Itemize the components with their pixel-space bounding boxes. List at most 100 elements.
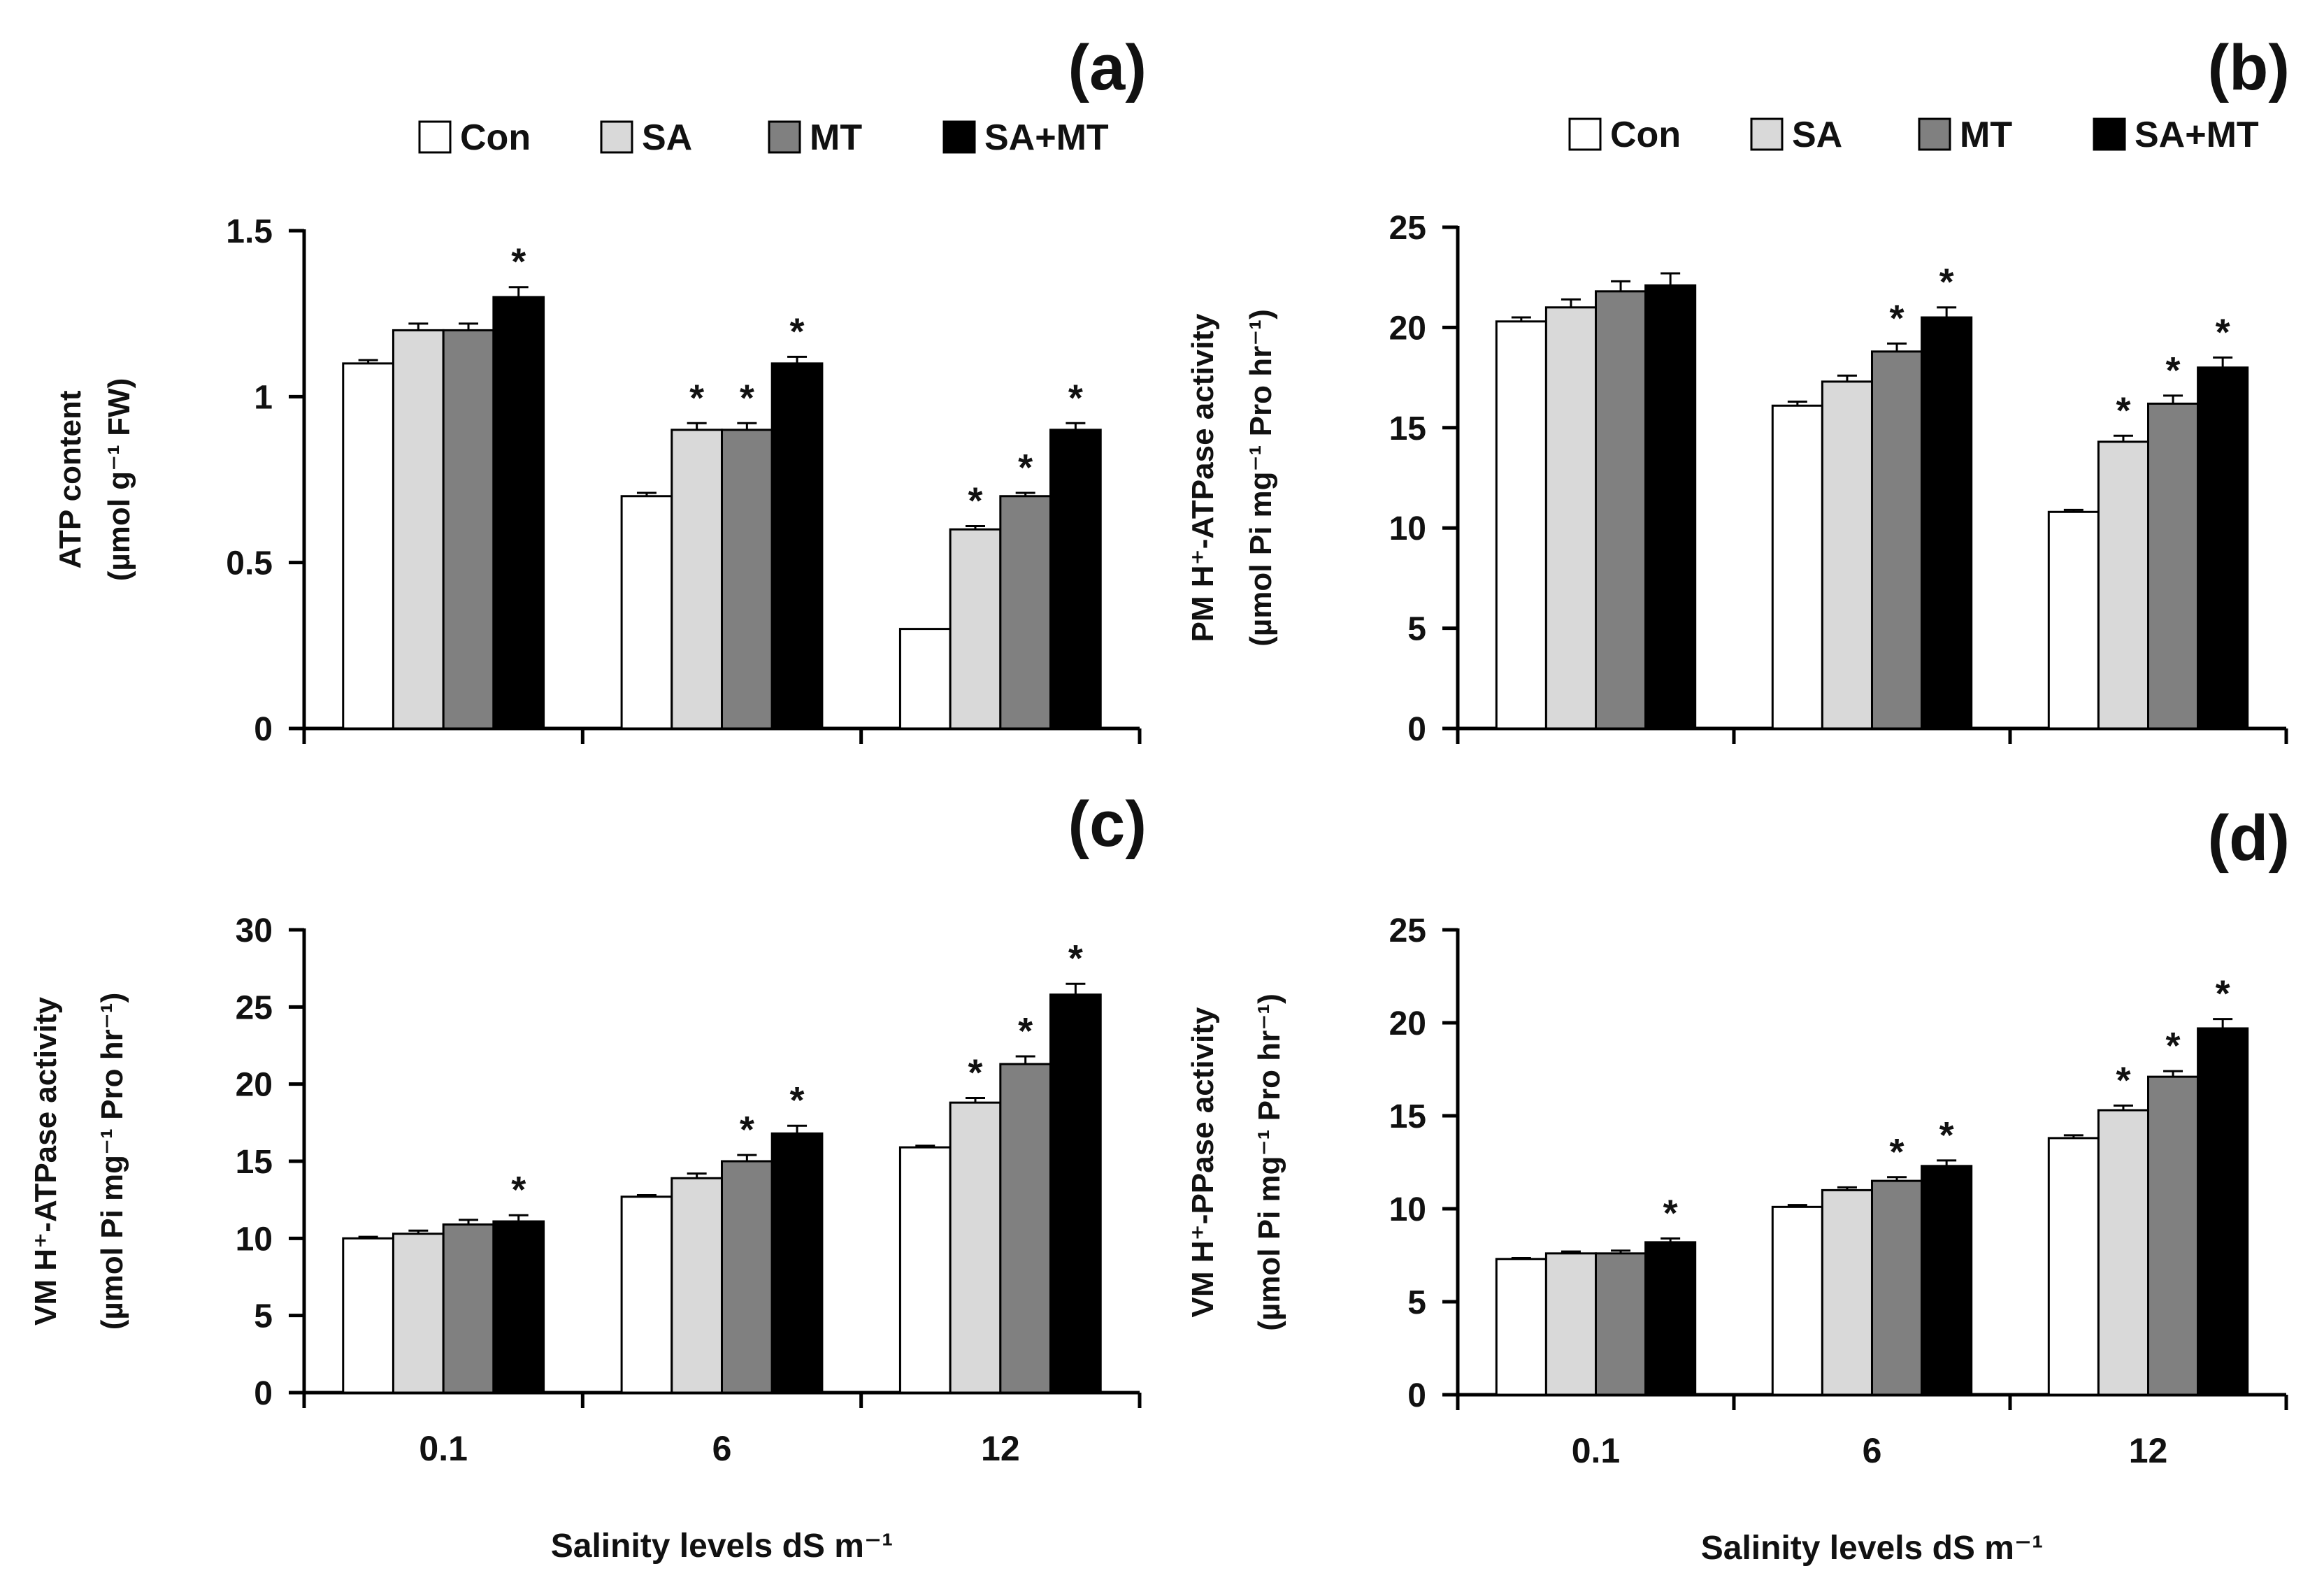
bar-con-12 <box>898 628 952 730</box>
y-axis-title: PM H⁺-ATPase activity <box>1186 313 1220 642</box>
y-tick-label: 5 <box>1407 611 1426 648</box>
y-axis-unit: (µmol Pi mg⁻¹ Pro hr⁻¹) <box>1252 993 1286 1330</box>
legend-label: SA+MT <box>2135 115 2259 155</box>
bar-mt-12 <box>2147 402 2200 730</box>
bar-sa-0.1 <box>392 329 445 730</box>
significance-marker: * <box>2216 311 2230 353</box>
bar-mt-0.1 <box>1595 290 1647 730</box>
bar-mt-0.1 <box>442 329 495 730</box>
panel-label: (a) <box>1068 32 1147 103</box>
legend: Con SA MT SA+MT <box>418 117 1109 158</box>
y-axis-unit: (µmol Pi mg⁻¹ Pro hr⁻¹) <box>1244 309 1278 646</box>
bar-con-6 <box>620 495 673 730</box>
bar-mt-6 <box>1871 350 1923 730</box>
bar-con-0.1 <box>342 1237 394 1394</box>
bar-con-6 <box>1771 404 1823 730</box>
significance-marker: * <box>790 310 805 352</box>
y-tick-label: 20 <box>236 1067 273 1104</box>
panel-label: (d) <box>2208 803 2290 874</box>
bar-sa-mt-0.1 <box>1644 1241 1697 1396</box>
y-tick-label: 0 <box>1407 711 1426 748</box>
significance-marker: * <box>2216 973 2230 1015</box>
y-tick-label: 1.5 <box>226 213 273 250</box>
x-axis-title: Salinity levels dS m⁻¹ <box>1701 1530 2044 1567</box>
y-tick-label: 15 <box>1389 1098 1426 1135</box>
bar-sa-12 <box>2097 1109 2149 1396</box>
y-axis-title: VM H⁺-PPase activity <box>1186 1007 1220 1317</box>
significance-marker: * <box>1663 1193 1678 1235</box>
bar-con-6 <box>1771 1205 1823 1396</box>
legend-label: Con <box>460 117 531 158</box>
significance-marker: * <box>1890 297 1905 339</box>
significance-marker: * <box>1068 938 1083 979</box>
bar-sa-mt-12 <box>1049 993 1102 1394</box>
y-tick-label: 0 <box>254 1375 273 1412</box>
y-tick-label: 10 <box>236 1221 273 1258</box>
bar-mt-0.1 <box>1595 1252 1647 1396</box>
bar-con-6 <box>620 1195 673 1394</box>
legend-swatch-sa <box>1750 117 1784 151</box>
y-tick-label: 10 <box>1389 510 1426 547</box>
y-tick-label: 15 <box>236 1144 273 1181</box>
significance-marker: * <box>2116 389 2130 431</box>
y-tick-label: 25 <box>236 989 273 1026</box>
legend-swatch-con <box>1568 117 1602 151</box>
y-tick-label: 0 <box>1407 1377 1426 1414</box>
y-tick-label: 25 <box>1389 210 1426 247</box>
significance-marker: * <box>1018 1010 1033 1052</box>
significance-marker: * <box>968 480 982 522</box>
x-tick-label: 12 <box>2129 1431 2168 1470</box>
x-tick-label: 0.1 <box>1572 1431 1621 1470</box>
bar-sa-0.1 <box>1544 1252 1597 1396</box>
legend-label: SA <box>1792 115 1842 155</box>
legend-label: SA+MT <box>984 117 1109 158</box>
significance-marker: * <box>689 377 704 419</box>
bar-sa-mt-6 <box>1921 316 1973 730</box>
x-axis-title: Salinity levels dS m⁻¹ <box>551 1528 894 1565</box>
chart-panel-b: (b) Con SA MT SA+MT 0 5 10 15 20 25 * * * * * PM H⁺-ATPa… <box>1186 32 2290 748</box>
bar-sa-mt-12 <box>2197 1027 2249 1396</box>
x-tick-label: 0.1 <box>419 1429 468 1468</box>
panel-label: (b) <box>2208 32 2290 103</box>
legend-label: MT <box>810 117 862 158</box>
bar-mt-6 <box>1871 1179 1923 1396</box>
bar-con-0.1 <box>1495 320 1547 730</box>
y-axis-title: ATP content <box>53 390 87 568</box>
bar-sa-0.1 <box>392 1233 445 1394</box>
bar-sa-mt-0.1 <box>492 296 545 730</box>
bar-sa-mt-12 <box>2197 366 2249 730</box>
chart-panel-d: (d) 0 5 10 15 20 25 * 0.1 * * 6 * * * 12 Salinity levels… <box>1186 803 2290 1567</box>
significance-marker: * <box>2166 1025 2181 1067</box>
y-tick-label: 10 <box>1389 1191 1426 1228</box>
bar-mt-6 <box>721 1160 773 1394</box>
y-axis-unit: (µmol g⁻¹ FW) <box>102 378 136 582</box>
legend-swatch-sa-mt <box>942 120 976 154</box>
chart-panel-c: (c) 0 5 10 15 20 25 30 * 0.1 * * 6 * * * 12 Salinity leve… <box>29 789 1147 1565</box>
bar-sa-mt-0.1 <box>1644 284 1697 730</box>
x-tick-label: 6 <box>1863 1431 1882 1470</box>
significance-marker: * <box>1890 1131 1905 1173</box>
y-tick-label: 5 <box>1407 1284 1426 1321</box>
bar-con-12 <box>2047 510 2100 730</box>
bar-con-0.1 <box>342 362 394 730</box>
bar-mt-6 <box>721 429 773 730</box>
significance-marker: * <box>511 1169 526 1211</box>
bar-sa-0.1 <box>1544 306 1597 730</box>
legend-label: Con <box>1610 115 1681 155</box>
bar-sa-6 <box>670 429 723 730</box>
bar-sa-mt-0.1 <box>492 1220 545 1394</box>
bar-con-0.1 <box>1495 1258 1547 1396</box>
significance-marker: * <box>511 241 526 283</box>
bar-mt-12 <box>999 1063 1052 1394</box>
significance-marker: * <box>2166 350 2181 392</box>
significance-marker: * <box>790 1079 805 1121</box>
y-tick-label: 1 <box>254 379 273 416</box>
significance-marker: * <box>740 377 754 419</box>
y-tick-label: 5 <box>254 1298 273 1335</box>
bar-mt-0.1 <box>442 1223 495 1394</box>
bar-sa-12 <box>949 528 1002 730</box>
significance-marker: * <box>1018 447 1033 489</box>
bar-sa-12 <box>949 1101 1002 1394</box>
bar-sa-mt-6 <box>1921 1165 1973 1396</box>
